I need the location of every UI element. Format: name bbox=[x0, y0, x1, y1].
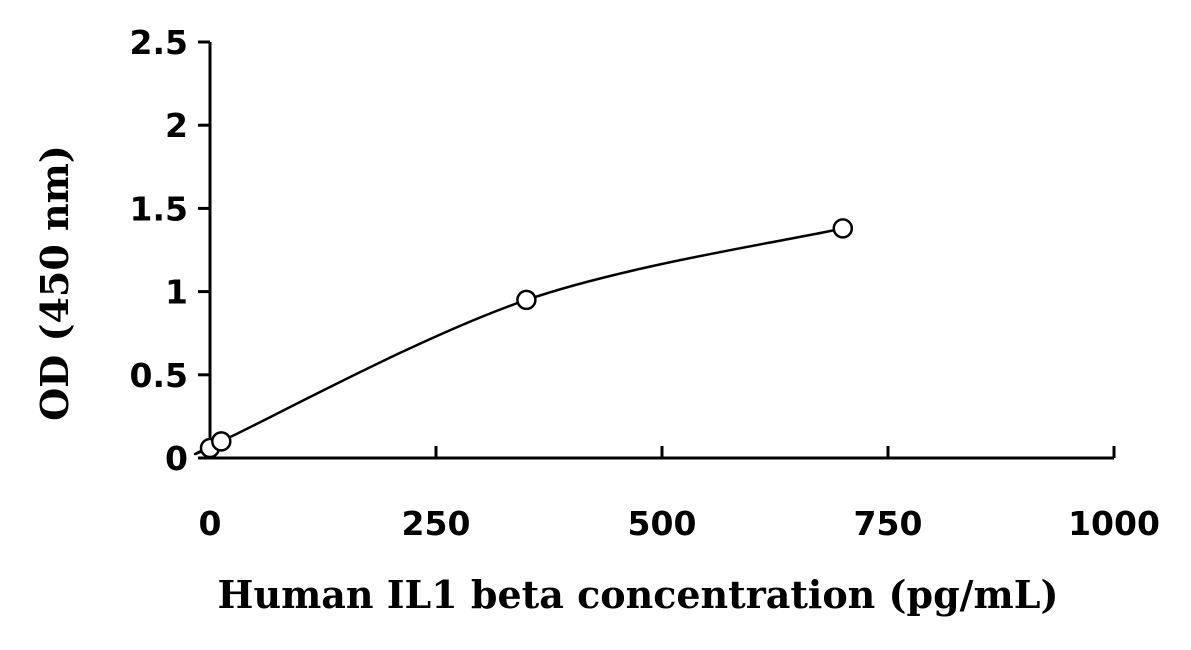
y-tick-label: 2.5 bbox=[130, 23, 188, 62]
x-tick-label: 1000 bbox=[1068, 504, 1160, 543]
data-point bbox=[211, 431, 232, 452]
y-tick-label: 2 bbox=[165, 106, 188, 145]
y-tick-label: 1.5 bbox=[130, 189, 188, 228]
x-axis-title: Human IL1 beta concentration (pg/mL) bbox=[218, 572, 1059, 617]
x-tick-label: 750 bbox=[854, 504, 923, 543]
ticks: 0 0.5 1 1.5 2 2.5 0 250 500 750 1000 bbox=[130, 23, 1160, 543]
fit-curve bbox=[193, 227, 844, 456]
x-tick-label: 500 bbox=[628, 504, 697, 543]
y-tick-label: 1 bbox=[165, 273, 188, 312]
y-axis-title: OD (450 nm) bbox=[32, 145, 77, 421]
plot-area bbox=[193, 218, 854, 459]
data-point bbox=[832, 218, 854, 239]
data-point bbox=[516, 289, 537, 311]
x-tick-label: 0 bbox=[199, 504, 222, 543]
axes bbox=[208, 42, 1114, 460]
y-tick-label: 0 bbox=[165, 439, 188, 478]
x-tick-label: 250 bbox=[402, 504, 471, 543]
y-tick-label: 0.5 bbox=[130, 356, 188, 395]
